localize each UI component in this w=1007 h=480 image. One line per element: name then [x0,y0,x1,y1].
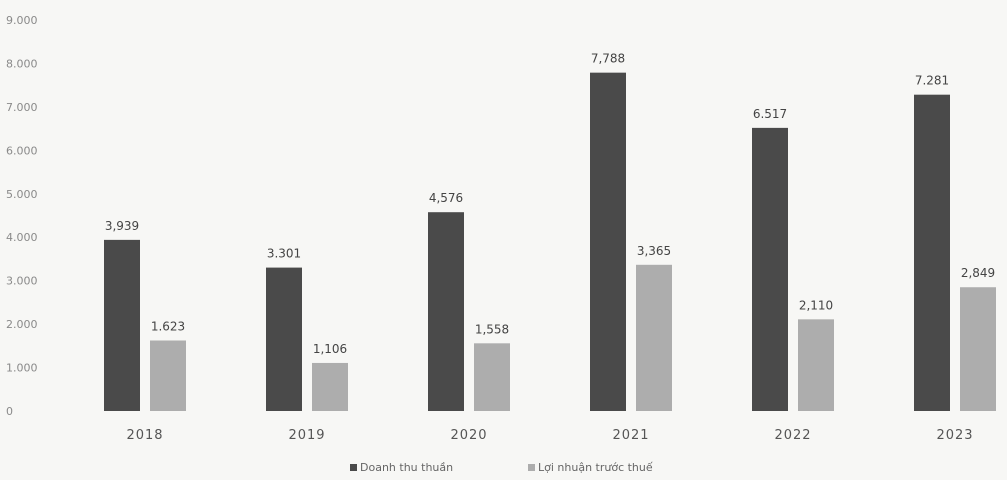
x-tick-label: 2018 [126,428,163,443]
y-tick-label: 3.000 [6,275,38,288]
data-label: 3,365 [637,244,671,258]
data-label: 6.517 [753,107,787,121]
bar-profit-2023 [960,287,996,411]
bar-revenue-2020 [428,212,464,411]
legend: Doanh thu thuần Lợi nhuận trước thuế [350,461,653,474]
y-tick-label: 1.000 [6,362,38,375]
data-label: 7.281 [915,74,949,88]
data-label: 2,110 [799,298,833,312]
legend-label-revenue: Doanh thu thuần [360,461,453,474]
data-label: 3.301 [267,247,301,261]
y-tick-label: 5.000 [6,188,38,201]
bar-profit-2021 [636,264,672,411]
x-tick-label: 2019 [288,428,325,443]
data-label: 2,849 [961,266,995,280]
bar-revenue-2022 [752,127,788,411]
y-tick-label: 9.000 [6,14,38,27]
y-tick-label: 8.000 [6,57,38,70]
data-label: 1.623 [151,319,185,333]
x-tick-label: 2021 [612,428,649,443]
x-tick-label: 2023 [936,428,973,443]
data-label: 1,106 [313,342,347,356]
bar-profit-2022 [798,319,834,411]
data-label: 1,558 [475,322,509,336]
x-tick-label: 2020 [450,428,487,443]
y-tick-label: 6.000 [6,144,38,157]
bar-revenue-2019 [266,267,302,411]
y-tick-label: 0 [6,405,13,418]
bar-revenue-2023 [914,94,950,411]
legend-swatch-profit [528,464,535,471]
bar-revenue-2021 [590,72,626,411]
y-tick-label: 4.000 [6,231,38,244]
y-axis: 0 1.000 2.000 3.000 4.000 5.000 6.000 7.000 8.00… [6,14,38,418]
bar-profit-2019 [312,362,348,411]
y-tick-label: 2.000 [6,318,38,331]
data-label: 3,939 [105,219,139,233]
y-tick-label: 7.000 [6,101,38,114]
bar-revenue-2018 [104,239,140,411]
x-tick-label: 2022 [774,428,811,443]
bars: 3,939 1.623 3.301 1,106 4,576 1,558 7,788 3,365… [104,52,996,411]
legend-label-profit: Lợi nhuận trước thuế [538,461,653,474]
bar-profit-2018 [150,340,186,411]
legend-swatch-revenue [350,464,357,471]
data-label: 4,576 [429,191,463,205]
x-axis: 2018 2019 2020 2021 2022 2023 [126,428,973,443]
bar-profit-2020 [474,343,510,411]
data-label: 7,788 [591,52,625,66]
